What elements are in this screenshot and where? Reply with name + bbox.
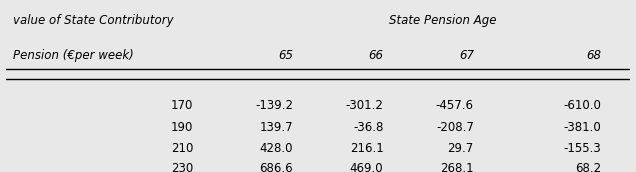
Text: 139.7: 139.7	[259, 121, 293, 134]
Text: -139.2: -139.2	[255, 99, 293, 112]
Text: 66: 66	[368, 49, 384, 62]
Text: 65: 65	[278, 49, 293, 62]
Text: 469.0: 469.0	[350, 162, 384, 172]
Text: -381.0: -381.0	[564, 121, 602, 134]
Text: -457.6: -457.6	[436, 99, 474, 112]
Text: 216.1: 216.1	[350, 142, 384, 155]
Text: Pension (€per week): Pension (€per week)	[13, 49, 134, 62]
Text: 428.0: 428.0	[259, 142, 293, 155]
Text: 686.6: 686.6	[259, 162, 293, 172]
Text: 268.1: 268.1	[440, 162, 474, 172]
Text: 68.2: 68.2	[576, 162, 602, 172]
Text: -208.7: -208.7	[436, 121, 474, 134]
Text: -155.3: -155.3	[564, 142, 602, 155]
Text: value of State Contributory: value of State Contributory	[13, 14, 173, 26]
Text: 67: 67	[459, 49, 474, 62]
Text: 210: 210	[171, 142, 193, 155]
Text: 29.7: 29.7	[448, 142, 474, 155]
Text: -301.2: -301.2	[345, 99, 384, 112]
Text: 190: 190	[171, 121, 193, 134]
Text: 170: 170	[171, 99, 193, 112]
Text: -36.8: -36.8	[353, 121, 384, 134]
Text: 230: 230	[171, 162, 193, 172]
Text: State Pension Age: State Pension Age	[389, 14, 497, 26]
Text: 68: 68	[586, 49, 602, 62]
Text: -610.0: -610.0	[563, 99, 602, 112]
